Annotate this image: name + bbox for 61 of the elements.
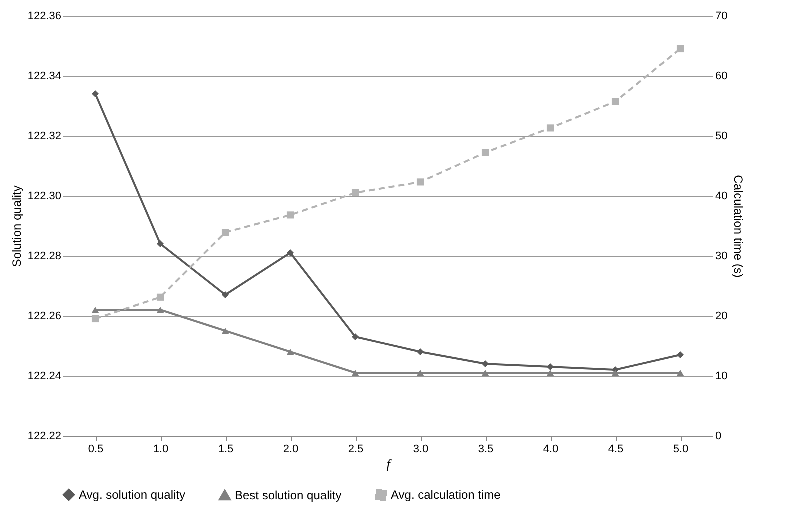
x-tick-label: 3.0: [413, 444, 429, 456]
y2-tick-label: 10: [716, 370, 728, 382]
point: [156, 294, 164, 301]
y2-tick-label: 0: [716, 430, 722, 442]
point: [286, 212, 294, 219]
y-tick-label: 122.24: [28, 370, 62, 382]
point: [612, 370, 620, 376]
point: [92, 306, 100, 314]
y2-tick-label: 50: [716, 130, 728, 142]
x-axis-title: f: [386, 456, 393, 472]
x-tick-label: 4.5: [608, 444, 624, 456]
point: [156, 240, 164, 248]
x-tick-label: 1.0: [153, 444, 169, 456]
point: [222, 229, 230, 236]
y2-tick-label: 30: [716, 250, 728, 262]
x-tick-label: 2.5: [348, 444, 364, 456]
point: [156, 306, 164, 314]
y2-axis-title: Calculation time (s): [732, 175, 746, 278]
point: [352, 370, 360, 376]
legend-label: Avg. solution quality: [79, 488, 186, 502]
y-axis-title: Solution quality: [10, 186, 24, 268]
point: [482, 370, 490, 376]
point: [546, 124, 554, 132]
point: [676, 45, 684, 53]
point: [352, 189, 360, 197]
point: [482, 149, 490, 156]
x-tick-label: 0.5: [88, 444, 104, 456]
y2-tick-label: 60: [716, 70, 728, 82]
point: [416, 348, 424, 356]
point: [676, 351, 684, 359]
point: [482, 360, 490, 368]
y-tick-label: 122.28: [28, 250, 62, 262]
point: [286, 249, 294, 257]
y-tick-label: 122.26: [28, 310, 62, 322]
legend-label: Best solution quality: [235, 488, 342, 502]
y-tick-label: 122.30: [28, 190, 62, 202]
point: [416, 178, 424, 186]
x-tick-label: 5.0: [673, 444, 689, 456]
y2-tick-label: 40: [716, 190, 728, 202]
point: [222, 291, 230, 299]
x-tick-label: 1.5: [218, 444, 234, 456]
point: [676, 370, 684, 376]
point: [286, 348, 294, 356]
y-tick-label: 122.22: [28, 430, 62, 442]
y2-tick-label: 70: [716, 10, 728, 22]
y2-tick-label: 20: [716, 310, 728, 322]
point: [352, 333, 360, 341]
x-tick-label: 2.0: [283, 444, 299, 456]
point: [546, 370, 554, 376]
y-tick-label: 122.36: [28, 10, 62, 22]
point: [546, 363, 554, 371]
x-tick-label: 3.5: [478, 444, 494, 456]
point: [612, 98, 620, 106]
point: [222, 328, 230, 334]
x-tick-label: 4.0: [543, 444, 559, 456]
point: [92, 315, 100, 323]
point: [92, 90, 100, 98]
y-tick-label: 122.34: [28, 70, 62, 82]
point: [416, 370, 424, 376]
y-tick-label: 122.32: [28, 130, 62, 142]
legend-label: Avg. calculation time: [391, 488, 502, 502]
